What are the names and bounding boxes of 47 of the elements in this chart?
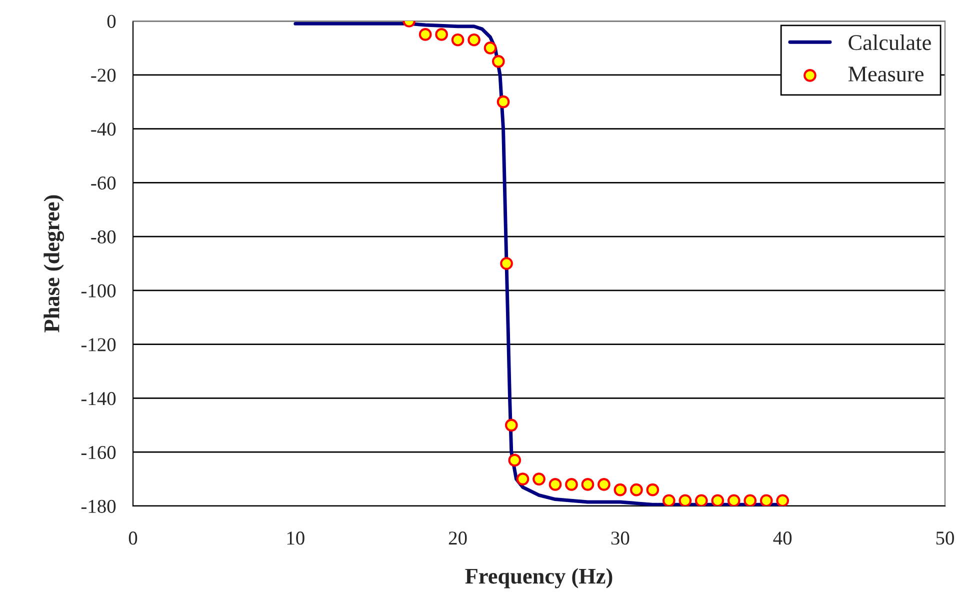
y-tick-label: -60 bbox=[91, 176, 116, 190]
legend-label: Calculate bbox=[848, 34, 931, 50]
point bbox=[646, 483, 660, 496]
point bbox=[508, 454, 522, 467]
x-tick-label: 0 bbox=[128, 532, 138, 545]
point bbox=[451, 33, 464, 46]
y-tick-label: 0 bbox=[107, 14, 116, 28]
y-tick-label: -120 bbox=[81, 338, 116, 352]
point bbox=[435, 28, 448, 41]
y-tick-label: -100 bbox=[81, 284, 116, 298]
point bbox=[614, 483, 627, 496]
point bbox=[776, 494, 790, 506]
y-tick-label: -180 bbox=[81, 500, 116, 513]
y-tick-label: -20 bbox=[91, 68, 116, 82]
y-tick-label: -160 bbox=[81, 446, 116, 460]
x-tick-label: 50 bbox=[936, 532, 954, 545]
point bbox=[418, 28, 432, 41]
point bbox=[581, 478, 594, 491]
point bbox=[516, 472, 530, 486]
y-tick-label: -40 bbox=[91, 122, 116, 136]
point bbox=[711, 494, 724, 506]
point bbox=[630, 483, 643, 496]
point bbox=[744, 494, 757, 506]
point bbox=[598, 478, 610, 491]
legend-label: Measure bbox=[848, 66, 924, 82]
point bbox=[500, 257, 513, 270]
point bbox=[504, 418, 518, 432]
point bbox=[727, 494, 740, 506]
point bbox=[678, 494, 692, 506]
point bbox=[484, 42, 497, 54]
point bbox=[548, 478, 562, 491]
point bbox=[496, 95, 510, 108]
y-tick-label: -80 bbox=[91, 230, 116, 244]
point bbox=[468, 33, 480, 46]
x-axis-title: Frequency (Hz) bbox=[465, 568, 612, 588]
x-tick-label: 20 bbox=[448, 532, 467, 545]
x-tick-label: 10 bbox=[287, 532, 304, 545]
point bbox=[760, 494, 773, 506]
point bbox=[492, 54, 505, 68]
x-tick-label: 30 bbox=[611, 532, 630, 545]
point bbox=[532, 472, 546, 486]
y-tick-label: -140 bbox=[81, 392, 116, 406]
point bbox=[694, 494, 708, 506]
point bbox=[565, 478, 578, 491]
x-tick-label: 40 bbox=[773, 532, 792, 545]
point bbox=[662, 494, 676, 506]
y-axis-title: Phase (degree) bbox=[44, 195, 64, 332]
